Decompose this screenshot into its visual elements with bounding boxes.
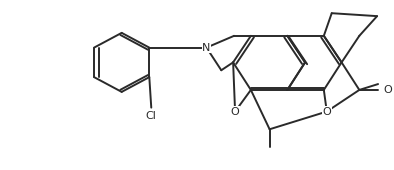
Text: Cl: Cl: [146, 111, 157, 121]
Text: N: N: [202, 43, 211, 53]
Text: O: O: [231, 107, 240, 117]
Text: O: O: [383, 85, 392, 95]
Text: O: O: [322, 107, 331, 117]
